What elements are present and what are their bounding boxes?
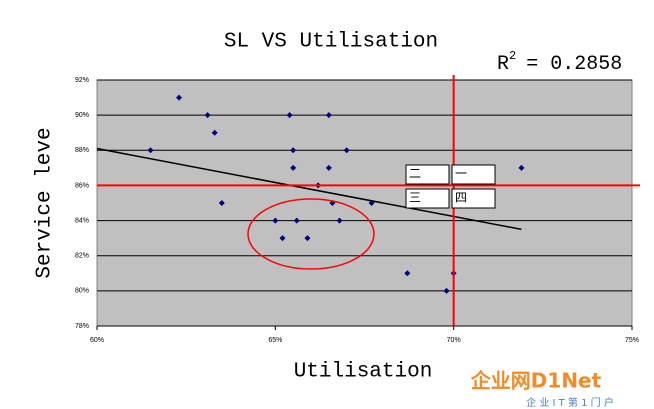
point — [147, 147, 154, 154]
point — [404, 270, 411, 277]
y-tick-label: 90% — [75, 112, 89, 119]
quadrant-box — [451, 164, 496, 185]
y-tick-label: 84% — [75, 217, 89, 224]
point — [218, 200, 225, 206]
y-tick-label: 88% — [75, 147, 89, 154]
quadrant-box — [405, 164, 450, 185]
r-squared: R2 = 0.2858 — [497, 49, 622, 76]
point — [336, 217, 343, 224]
r-value: = 0.2858 — [526, 53, 622, 76]
r-sup: 2 — [509, 49, 516, 63]
trendline — [96, 147, 522, 231]
point — [290, 164, 297, 171]
y-axis-label: Service leve — [34, 127, 57, 278]
point — [204, 112, 211, 119]
point — [325, 112, 332, 119]
plot-background — [96, 79, 633, 327]
point — [293, 217, 300, 224]
point — [325, 164, 332, 171]
point — [176, 94, 183, 101]
y-tick-label: 78% — [75, 323, 89, 330]
highlight-ellipse — [247, 198, 375, 270]
quadrant-label: 四 — [455, 191, 467, 205]
y-tick-label: 82% — [75, 253, 89, 260]
plot-area: 78% 80% 82% 84% 86% 88% 90% 92% 60% 65% 70% 75% — [75, 77, 639, 344]
point — [272, 217, 279, 224]
quadrant-box — [451, 188, 496, 209]
point — [290, 147, 297, 154]
quadrant-box — [405, 188, 450, 209]
point — [304, 235, 311, 242]
x-axis-label: Utilisation — [294, 361, 433, 384]
chart-title: SL VS Utilisation — [224, 31, 438, 54]
quadrant-label: 一 — [455, 167, 467, 181]
quadrant-label: 三 — [409, 191, 421, 205]
x-tick-label: 60% — [90, 337, 104, 344]
y-tick-label: 86% — [75, 182, 89, 189]
x-tick-label: 65% — [268, 337, 282, 344]
y-tick-label: 92% — [75, 77, 89, 84]
quadrant-label: 二 — [409, 167, 421, 181]
point — [211, 129, 218, 136]
watermark-tagline: 企 业 I T 第 1 门 户 — [526, 396, 614, 409]
r-base: R — [497, 53, 509, 76]
point — [518, 164, 525, 171]
x-tick-label: 70% — [447, 337, 461, 344]
point — [343, 147, 350, 154]
watermark-logo: 企业网D1Net — [470, 369, 602, 393]
point — [443, 287, 450, 294]
point — [279, 235, 286, 242]
y-tick-label: 80% — [75, 288, 89, 295]
x-tick-label: 75% — [625, 337, 639, 344]
point — [286, 112, 293, 119]
